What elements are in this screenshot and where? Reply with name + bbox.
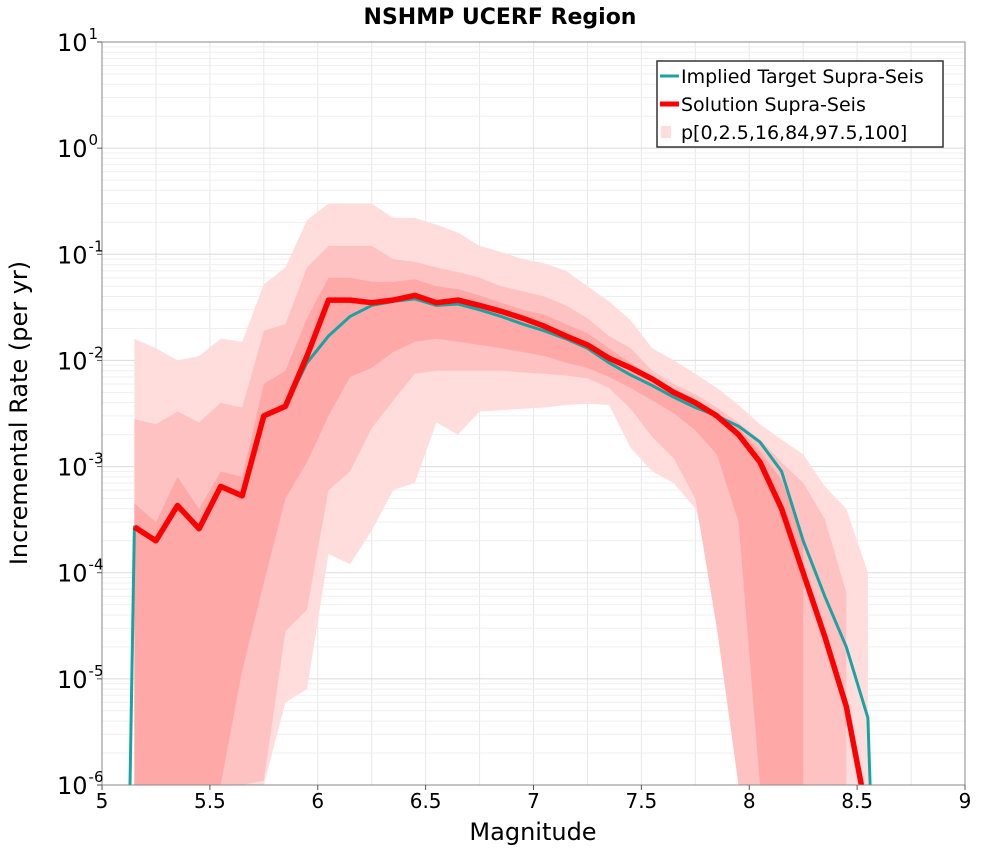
x-axis-label: Magnitude <box>469 818 596 846</box>
y-tick-label: 100 <box>57 131 98 163</box>
y-tick-label: 10-1 <box>57 237 104 269</box>
legend-label: Solution Supra-Seis <box>681 94 866 116</box>
legend: Implied Target Supra-Seis Solution Supra-… <box>656 60 944 148</box>
y-tick-label: 10-4 <box>57 556 104 588</box>
y-tick-label: 10-2 <box>57 343 104 375</box>
y-axis-ticks: 10-6 10-5 10-4 10-3 10-2 10-1 100 101 <box>57 25 104 800</box>
series-line-solution <box>132 292 865 786</box>
chart-title: NSHMP UCERF Region <box>364 5 637 30</box>
x-tick-label: 7.5 <box>625 789 657 813</box>
legend-label: p[0,2.5,16,84,97.5,100] <box>681 122 907 144</box>
legend-box <box>656 60 944 148</box>
x-tick-label: 8.5 <box>841 789 873 813</box>
x-tick-label: 7 <box>527 789 540 813</box>
y-tick-label: 10-6 <box>57 768 104 800</box>
y-tick-label: 10-5 <box>57 662 104 694</box>
band-p16-p84 <box>134 277 804 785</box>
y-axis-label: Incremental Rate (per yr) <box>5 261 33 565</box>
x-tick-label: 8 <box>743 789 756 813</box>
x-tick-label: 6.5 <box>410 789 442 813</box>
x-tick-label: 6 <box>311 789 324 813</box>
x-axis-ticks: 5 5.5 6 6.5 7 7.5 8 8.5 9 <box>96 785 972 813</box>
y-tick-label: 10-3 <box>57 450 104 482</box>
series-lines <box>128 292 872 786</box>
x-tick-label: 5.5 <box>194 789 226 813</box>
x-tick-label: 9 <box>959 789 972 813</box>
y-tick-label: 101 <box>57 25 98 57</box>
legend-label: Implied Target Supra-Seis <box>681 66 924 88</box>
x-tick-label: 5 <box>96 789 109 813</box>
legend-swatch-band <box>661 126 671 138</box>
